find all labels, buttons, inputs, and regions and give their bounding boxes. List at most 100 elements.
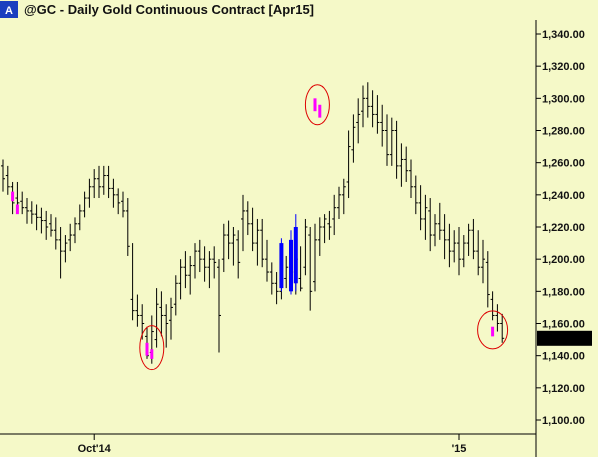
- price-bar: [159, 291, 164, 337]
- price-bar: [404, 146, 409, 182]
- price-bar: [365, 82, 370, 118]
- title-badge[interactable]: A: [0, 1, 18, 18]
- price-bar: [437, 202, 442, 240]
- price-bar: [341, 178, 346, 215]
- price-bar: [466, 223, 471, 256]
- price-bar: [346, 130, 351, 199]
- price-bar: [485, 251, 490, 308]
- price-bar: [202, 246, 207, 282]
- price-bar: [447, 223, 452, 268]
- x-axis: Oct'14 '15: [78, 434, 467, 455]
- price-bar: [121, 191, 125, 218]
- price-bar: [418, 185, 423, 231]
- last-price-label: 1,150.80: [543, 333, 586, 345]
- price-bar: [97, 165, 101, 199]
- price-bar: [5, 165, 10, 195]
- highlight-circle: [477, 310, 509, 350]
- price-bar: [25, 198, 29, 224]
- highlight-blue-bar: [289, 239, 293, 292]
- price-bar: [1, 159, 5, 192]
- price-bar: [265, 239, 269, 282]
- price-bar: [500, 313, 505, 343]
- price-bar: [313, 223, 317, 292]
- highlight-blue-bar: [279, 243, 284, 289]
- y-tick-label: 1,240.00: [542, 190, 585, 202]
- x-tick-label: Oct'14: [78, 443, 112, 455]
- price-bar: [135, 294, 140, 327]
- price-bar: [322, 214, 327, 244]
- price-bar: [423, 194, 428, 240]
- price-bar: [53, 217, 58, 250]
- highlight-pink-bar: [491, 326, 495, 337]
- price-bar: [274, 272, 279, 305]
- highlight-pink-bar: [15, 204, 19, 215]
- price-bar: [212, 246, 217, 279]
- price-bar: [169, 297, 173, 340]
- price-bar: [389, 117, 394, 166]
- y-tick-label: 1,200.00: [542, 254, 585, 266]
- highlight-pink-bar: [313, 98, 317, 112]
- price-bar: [298, 246, 303, 292]
- title-badge-letter[interactable]: A: [5, 5, 13, 17]
- highlight-pink-bar: [318, 104, 322, 118]
- price-bar: [68, 223, 73, 252]
- price-bar: [221, 223, 226, 273]
- highlight-blue-bar: [293, 227, 298, 284]
- price-bar: [380, 104, 385, 147]
- price-bar: [44, 210, 49, 240]
- chart-title: @GC - Daily Gold Continuous Contract [Ap…: [24, 2, 314, 17]
- y-tick-label: 1,100.00: [542, 415, 585, 427]
- price-bar: [476, 230, 481, 276]
- price-bar: [317, 217, 322, 256]
- highlight-circle: [304, 84, 330, 126]
- price-bar: [193, 243, 197, 279]
- price-bar: [226, 220, 231, 260]
- y-tick-label: 1,340.00: [542, 29, 585, 41]
- price-bar: [303, 218, 308, 276]
- price-bar: [20, 191, 25, 215]
- price-bar: [327, 210, 332, 240]
- price-bar: [428, 198, 433, 252]
- price-bar: [361, 85, 365, 128]
- price-bar: [87, 178, 92, 208]
- price-bar: [433, 214, 437, 247]
- price-bar: [217, 259, 221, 353]
- x-tick-label: '15: [452, 443, 467, 455]
- price-bar: [173, 275, 178, 316]
- price-bar: [370, 90, 375, 128]
- price-bar: [39, 207, 44, 234]
- price-bar: [130, 243, 135, 321]
- price-bar: [29, 201, 34, 224]
- price-bar: [125, 198, 130, 256]
- price-bar: [351, 114, 356, 163]
- price-bar: [49, 214, 53, 237]
- price-bar: [188, 255, 193, 295]
- price-bar: [207, 251, 212, 289]
- price-bar: [269, 262, 274, 295]
- last-price-background: [537, 330, 592, 346]
- price-bar: [409, 159, 413, 199]
- y-tick-label: 1,260.00: [542, 158, 585, 170]
- price-bar: [116, 188, 121, 215]
- price-bar: [92, 169, 97, 199]
- price-bar: [58, 227, 63, 279]
- price-bar: [154, 288, 159, 348]
- price-bar: [394, 120, 399, 179]
- price-bar: [77, 204, 82, 231]
- highlight-circles-layer: [139, 84, 509, 371]
- highlight-pink-bar: [145, 342, 149, 356]
- price-bars-layer: [1, 82, 505, 364]
- price-bar: [490, 291, 495, 321]
- price-bar: [385, 114, 389, 166]
- price-bar: [231, 227, 236, 266]
- title-badge-box[interactable]: [0, 1, 18, 18]
- price-bar: [250, 207, 255, 252]
- y-tick-label: 1,180.00: [542, 286, 585, 298]
- highlight-pink-bar: [150, 349, 154, 359]
- price-bar: [260, 218, 265, 268]
- price-bar: [245, 201, 250, 236]
- price-bar: [82, 191, 87, 218]
- price-bar: [164, 304, 169, 348]
- price-bar: [413, 175, 418, 215]
